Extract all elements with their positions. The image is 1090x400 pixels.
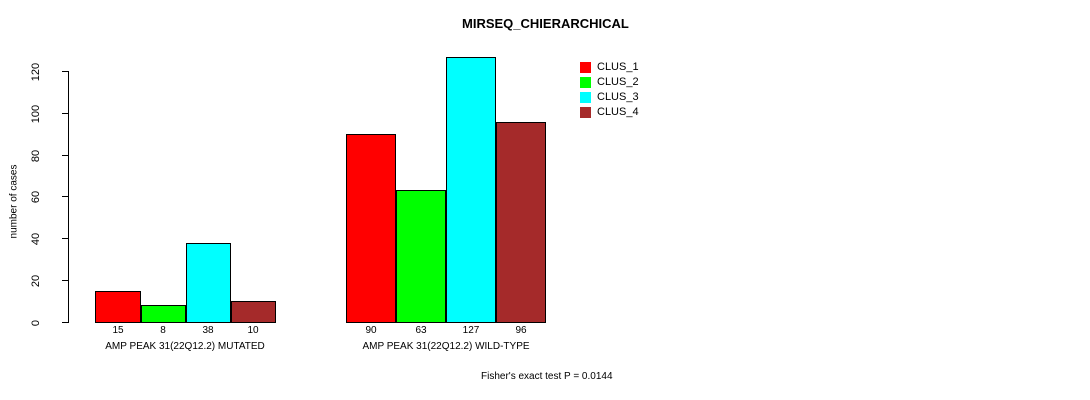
y-tick-40 — [62, 238, 68, 239]
legend-label-clus4: CLUS_4 — [597, 106, 639, 118]
legend-swatch-icon-clus3 — [580, 92, 591, 103]
y-tick-20 — [62, 280, 68, 281]
bars-layer — [95, 57, 546, 323]
legend-item-clus1[interactable]: CLUS_1 — [580, 60, 639, 75]
bar-value-group2-clus2: 63 — [415, 325, 427, 336]
y-tick-120 — [62, 71, 68, 72]
legend-label-clus3: CLUS_3 — [597, 91, 639, 103]
y-tick-80 — [62, 155, 68, 156]
bar-value-group2-clus3: 127 — [462, 325, 480, 336]
bar-group2-clus3[interactable] — [446, 57, 496, 323]
y-tick-60 — [62, 196, 68, 197]
statistical-test-annotation: Fisher's exact test P = 0.0144 — [481, 371, 613, 382]
chart-title: MIRSEQ_CHIERARCHICAL — [462, 16, 629, 31]
bar-group2-clus2[interactable] — [396, 190, 446, 323]
legend-label-clus2: CLUS_2 — [597, 76, 639, 88]
bar-group2-clus4[interactable] — [496, 122, 546, 323]
bar-group1-clus4[interactable] — [231, 301, 276, 323]
legend-item-clus3[interactable]: CLUS_3 — [580, 90, 639, 105]
legend-item-clus2[interactable]: CLUS_2 — [580, 75, 639, 90]
bar-value-group2-clus1: 90 — [365, 325, 377, 336]
y-tick-100 — [62, 113, 68, 114]
bar-group1-clus2[interactable] — [141, 305, 186, 323]
legend-swatch-icon-clus4 — [580, 107, 591, 118]
bar-group2-clus1[interactable] — [346, 134, 396, 323]
group-label-mutated: AMP PEAK 31(22Q12.2) MUTATED — [105, 341, 265, 352]
legend-label-clus1: CLUS_1 — [597, 61, 639, 73]
y-tick-0 — [62, 322, 68, 323]
group-label-wildtype: AMP PEAK 31(22Q12.2) WILD-TYPE — [362, 341, 530, 352]
y-axis-line — [68, 71, 69, 323]
bar-group1-clus3[interactable] — [186, 243, 231, 323]
legend-item-clus4[interactable]: CLUS_4 — [580, 105, 639, 120]
bar-value-group1-clus4: 10 — [247, 325, 259, 336]
bar-value-group1-clus2: 8 — [160, 325, 166, 336]
bar-group1-clus1[interactable] — [95, 291, 141, 323]
bar-value-group2-clus4: 96 — [515, 325, 527, 336]
legend-swatch-icon-clus2 — [580, 77, 591, 88]
bar-value-group1-clus1: 15 — [112, 325, 124, 336]
bar-value-group1-clus3: 38 — [202, 325, 214, 336]
legend: CLUS_1 CLUS_2 CLUS_3 CLUS_4 — [580, 60, 639, 120]
legend-swatch-icon-clus1 — [580, 62, 591, 73]
